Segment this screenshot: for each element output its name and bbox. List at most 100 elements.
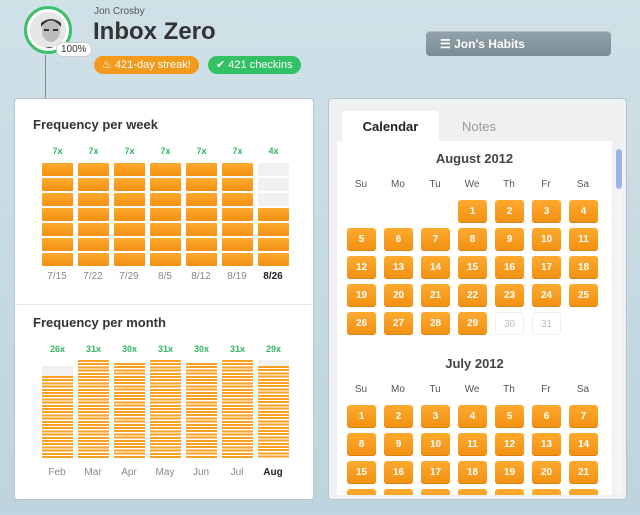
monthly-tick-label: May — [155, 467, 175, 478]
calendar-day[interactable]: 1 — [458, 200, 487, 223]
weekly-tick-label: 7/29 — [119, 271, 139, 282]
calendar-day[interactable]: 13 — [384, 256, 413, 279]
calendar-day[interactable]: 8 — [347, 433, 376, 456]
calendar-day[interactable]: 2 — [495, 200, 524, 223]
calendar-day[interactable]: 17 — [421, 461, 450, 484]
calendar-day[interactable]: 19 — [347, 284, 376, 307]
calendar-day[interactable]: 13 — [532, 433, 561, 456]
calendar-day[interactable]: 25 — [569, 284, 598, 307]
calendar-day[interactable]: 14 — [569, 433, 598, 456]
calendar-scrollbar[interactable] — [615, 149, 623, 494]
calendar-day[interactable]: 27 — [384, 312, 413, 335]
calendar-day[interactable]: 30 — [495, 312, 524, 335]
calendar-day[interactable]: 16 — [495, 256, 524, 279]
tab-notes[interactable]: Notes — [462, 119, 496, 134]
streak-badge: ♨ 421-day streak! — [94, 56, 199, 74]
calendar-day[interactable]: 5 — [347, 228, 376, 251]
calendar-day[interactable]: 9 — [495, 228, 524, 251]
checkin-block — [114, 178, 145, 191]
calendar-day[interactable]: 23 — [495, 284, 524, 307]
avatar-percent: 100% — [56, 42, 92, 57]
calendar-day[interactable]: 4 — [458, 405, 487, 428]
calendar-panel: Calendar Notes August 2012 Su Mo Tu We Th Fr Sa… — [328, 98, 627, 500]
tab-calendar[interactable]: Calendar — [342, 111, 439, 141]
calendar-day[interactable]: 6 — [384, 228, 413, 251]
checkin-block — [78, 208, 109, 221]
calendar-day[interactable]: 9 — [384, 433, 413, 456]
calendar-day[interactable]: 20 — [532, 461, 561, 484]
calendar-day[interactable]: 15 — [458, 256, 487, 279]
calendar-day[interactable]: 11 — [569, 228, 598, 251]
calendar-day[interactable]: 12 — [495, 433, 524, 456]
calendar-day[interactable]: 25 — [458, 489, 487, 495]
weekday-label: Mo — [391, 179, 405, 190]
weekly-bar — [150, 163, 181, 268]
calendar-day[interactable]: 5 — [495, 405, 524, 428]
monthly-fill — [186, 363, 217, 459]
calendar-day[interactable]: 7 — [569, 405, 598, 428]
monthly-tick-label: Jul — [230, 467, 244, 478]
checkin-block — [186, 178, 217, 191]
scrollbar-thumb[interactable] — [616, 149, 622, 189]
calendar-day[interactable]: 17 — [532, 256, 561, 279]
monthly-count-label: 30x — [121, 344, 138, 354]
calendar-day[interactable]: 28 — [569, 489, 598, 495]
calendar-day[interactable]: 27 — [532, 489, 561, 495]
calendar-day[interactable]: 29 — [456, 310, 489, 337]
calendar-day[interactable]: 12 — [347, 256, 376, 279]
calendar-day[interactable]: 20 — [384, 284, 413, 307]
weekly-title: Frequency per week — [33, 117, 158, 132]
calendar-day[interactable]: 15 — [347, 461, 376, 484]
habit-title: Inbox Zero — [93, 18, 216, 45]
monthly-tick-label: Mar — [84, 467, 102, 478]
calendar-day[interactable]: 19 — [495, 461, 524, 484]
calendar-day[interactable]: 22 — [347, 489, 376, 495]
calendar-day[interactable]: 23 — [384, 489, 413, 495]
calendar-day[interactable]: 18 — [569, 256, 598, 279]
weekly-bar — [258, 163, 289, 268]
calendar-day[interactable]: 26 — [347, 312, 376, 335]
calendar-day[interactable]: 7 — [421, 228, 450, 251]
calendar-day[interactable]: 24 — [421, 489, 450, 495]
calendar-day[interactable]: 14 — [421, 256, 450, 279]
calendar-day[interactable]: 4 — [569, 200, 598, 223]
monthly-bar — [42, 366, 73, 459]
weekly-tick-label: 8/19 — [227, 271, 247, 282]
weekly-tick-label: 8/5 — [158, 271, 172, 282]
calendar-day[interactable]: 16 — [384, 461, 413, 484]
checkin-block — [42, 178, 73, 191]
calendar-day[interactable]: 2 — [384, 405, 413, 428]
checkin-block — [222, 178, 253, 191]
monthly-tick-label: Apr — [121, 467, 137, 478]
calendar-day[interactable]: 10 — [532, 228, 561, 251]
habits-menu-button[interactable]: ☰ Jon's Habits — [426, 31, 611, 56]
weekly-tick-label: 7/15 — [47, 271, 67, 282]
calendar-day[interactable]: 18 — [458, 461, 487, 484]
weekly-count-label: 7x — [88, 146, 99, 156]
calendar-day[interactable]: 3 — [421, 405, 450, 428]
calendar-day[interactable]: 10 — [421, 433, 450, 456]
checkin-block — [186, 238, 217, 251]
check-icon: ✔ — [216, 59, 226, 71]
weekly-tick-label: 8/12 — [191, 271, 211, 282]
calendar-day[interactable]: 8 — [458, 228, 487, 251]
calendar-day[interactable]: 11 — [458, 433, 487, 456]
calendar-day[interactable]: 6 — [532, 405, 561, 428]
calendar-day[interactable]: 26 — [495, 489, 524, 495]
calendar-day[interactable]: 21 — [421, 284, 450, 307]
checkin-block — [150, 223, 181, 236]
calendar-day[interactable]: 31 — [532, 312, 561, 335]
monthly-fill — [78, 359, 109, 459]
calendar-day[interactable]: 3 — [532, 200, 561, 223]
checkin-block — [78, 193, 109, 206]
checkin-block — [258, 253, 289, 266]
monthly-fill — [150, 359, 181, 459]
calendar-day[interactable]: 28 — [421, 312, 450, 335]
calendar-day[interactable]: 22 — [458, 284, 487, 307]
calendar-day[interactable]: 21 — [569, 461, 598, 484]
calendar-day[interactable]: 1 — [347, 405, 376, 428]
checkin-block — [78, 178, 109, 191]
weekday-label: Sa — [576, 384, 590, 395]
checkin-block — [186, 223, 217, 236]
calendar-day[interactable]: 24 — [532, 284, 561, 307]
